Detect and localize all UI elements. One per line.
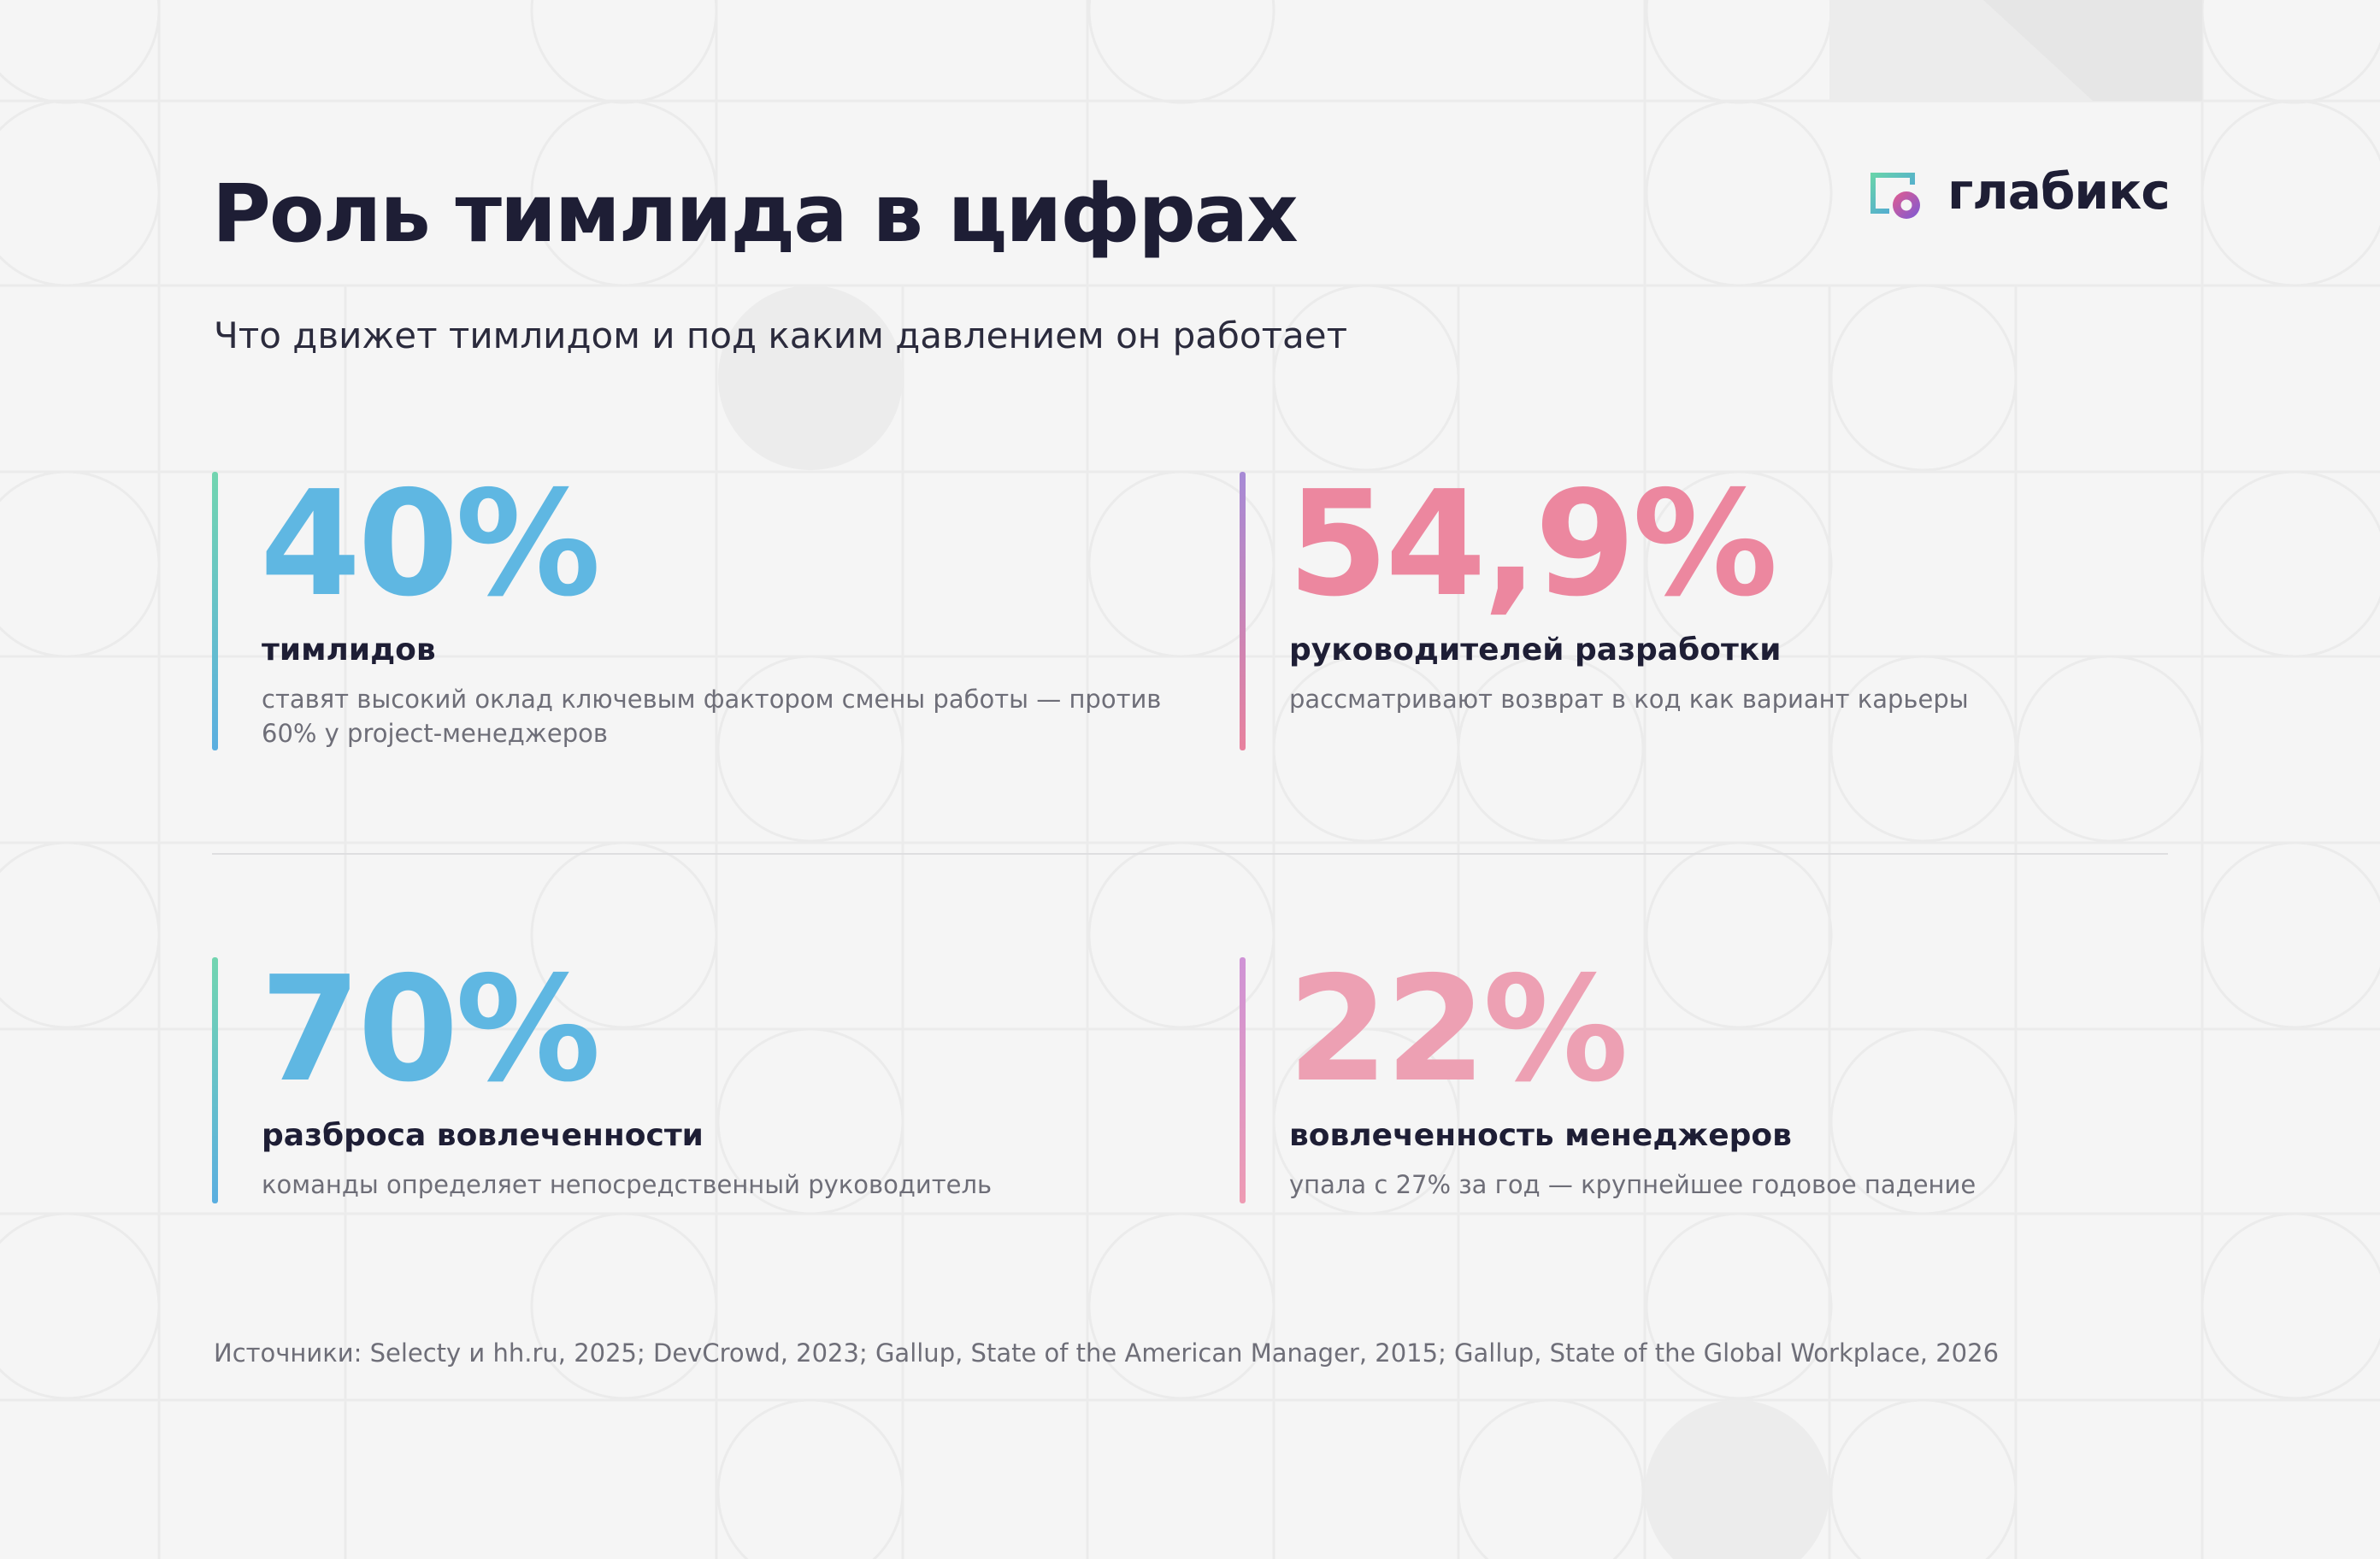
logo: глабикс (1867, 162, 2171, 222)
stat-value: 70% (260, 945, 601, 1115)
stat-accent-bar (1240, 472, 1246, 750)
stat-label: вовлеченность менеджеров (1289, 1118, 1792, 1153)
sources-footnote: Источники: Selecty и hh.ru, 2025; DevCro… (214, 1338, 2000, 1368)
page-title: Роль тимлида в цифрах (212, 168, 1299, 261)
glabix-logo-icon (1870, 173, 1920, 219)
stat-value: 22% (1287, 945, 1629, 1115)
stat-value: 54,9% (1287, 460, 1778, 629)
stat-value: 40% (260, 460, 601, 629)
stat-label: разброса вовлеченности (262, 1118, 704, 1153)
stat-label: тимлидов (262, 632, 436, 668)
stat-description: команды определяет непосредственный руко… (262, 1170, 993, 1199)
stat-description: ставят высокий оклад ключевым фактором с… (262, 685, 1162, 748)
logo-text: глабикс (1947, 162, 2171, 221)
stat-description: рассматривают возврат в код как вариант … (1289, 685, 1969, 714)
stat-description: упала с 27% за год — крупнейшее годовое … (1289, 1170, 1976, 1199)
stat-accent-bar (212, 472, 218, 750)
page-subtitle: Что движет тимлидом и под каким давление… (214, 315, 1348, 356)
stat-accent-bar (212, 957, 218, 1203)
section-divider (212, 853, 2168, 855)
stat-accent-bar (1240, 957, 1246, 1203)
stat-label: руководителей разработки (1289, 632, 1782, 668)
